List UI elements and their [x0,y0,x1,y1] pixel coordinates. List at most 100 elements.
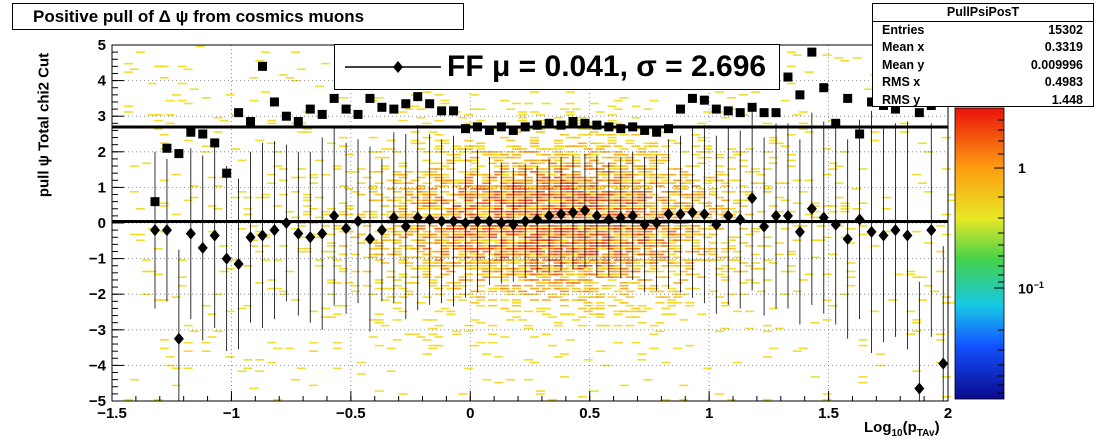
heatmap-cell [721,265,731,267]
heatmap-cell [488,341,498,344]
heatmap-cell [470,344,480,347]
rms-point [735,108,745,118]
heatmap-cell [327,208,336,210]
heatmap-cell [571,236,581,239]
heatmap-cell [697,228,707,230]
heatmap-cell [464,330,474,333]
heatmap-cell [655,242,665,244]
heatmap-cell [440,228,450,230]
heatmap-cell [601,196,611,199]
heatmap-cell [547,205,557,207]
heatmap-cell [530,145,539,147]
heatmap-cell [530,262,539,264]
heatmap-cell [267,279,277,281]
heatmap-cell [536,179,545,182]
heatmap-cell [571,156,581,159]
heatmap-cell [494,165,504,167]
heatmap-cell [559,228,569,230]
heatmap-cell [398,276,408,278]
heatmap-cell [607,247,617,250]
heatmap-cell [506,176,516,179]
heatmap-cell [428,173,438,176]
heatmap-cell [804,71,814,73]
heatmap-cell [792,179,802,182]
heatmap-cell [368,216,378,219]
ff-point [711,218,722,231]
rms-point [520,122,530,132]
heatmap-cell [386,228,396,230]
heatmap-cell [613,267,623,270]
heatmap-cell [410,179,420,182]
heatmap-cell [243,359,253,361]
heatmap-cell [679,193,689,196]
heatmap-cell [237,159,247,162]
heatmap-cell [655,196,665,199]
heatmap-cell [476,225,486,227]
ff-point [747,192,758,205]
heatmap-cell [428,216,438,219]
ff-point [484,215,495,228]
heatmap-cell [631,245,641,247]
heatmap-cell [147,114,157,116]
heatmap-cell [625,191,635,193]
heatmap-cell [470,216,480,219]
heatmap-cell [840,202,850,204]
heatmap-cell [733,236,742,239]
heatmap-cell [685,236,695,239]
heatmap-cell [518,228,528,230]
heatmap-cell [464,199,474,202]
heatmap-cell [661,222,671,224]
heatmap-cell [422,247,432,250]
heatmap-cell [547,256,557,259]
ff-point [615,211,626,224]
heatmap-cell [297,250,307,253]
heatmap-cell [703,202,713,204]
heatmap-cell [930,290,940,293]
heatmap-cell [571,242,581,244]
heatmap-cell [559,250,569,253]
heatmap-cell [768,156,778,159]
heatmap-cell [679,293,689,296]
heatmap-cell [691,225,701,227]
heatmap-cell [291,378,301,381]
heatmap-cell [679,222,689,224]
heatmap-cell [565,242,575,244]
heatmap-cell [231,259,241,261]
heatmap-cell [649,265,659,267]
heatmap-cell [565,236,575,239]
heatmap-cell [691,216,701,219]
heatmap-cell [392,284,402,287]
rms-point [819,83,829,93]
heatmap-cell [541,159,551,162]
heatmap-cell [512,247,522,250]
heatmap-cell [428,191,438,193]
heatmap-cell [649,270,659,273]
heatmap-cell [434,324,444,327]
heatmap-cell [452,239,462,241]
y-axis-label: pull ψ Total chi2 Cut [35,52,53,198]
heatmap-cell [470,208,480,210]
rms-point [472,122,482,132]
heatmap-cell [655,302,665,304]
heatmap-cell [553,116,563,119]
heatmap-cell [524,205,533,207]
heatmap-cell [715,165,725,167]
heatmap-cell [768,307,778,310]
heatmap-cell [661,182,671,184]
heatmap-cell [171,94,181,96]
heatmap-cell [153,398,163,401]
y-tick-label: −3 [89,322,106,339]
ff-point [520,215,531,228]
heatmap-cell [422,202,432,204]
heatmap-cell [679,279,689,281]
heatmap-cell [452,182,462,184]
heatmap-cell [458,256,468,259]
heatmap-cell [697,196,707,199]
heatmap-cell [565,262,575,264]
heatmap-cell [338,97,348,99]
heatmap-cell [679,239,689,241]
heatmap-cell [619,202,629,204]
heatmap-cell [416,108,426,110]
heatmap-cell [386,179,396,182]
heatmap-cell [500,290,510,293]
